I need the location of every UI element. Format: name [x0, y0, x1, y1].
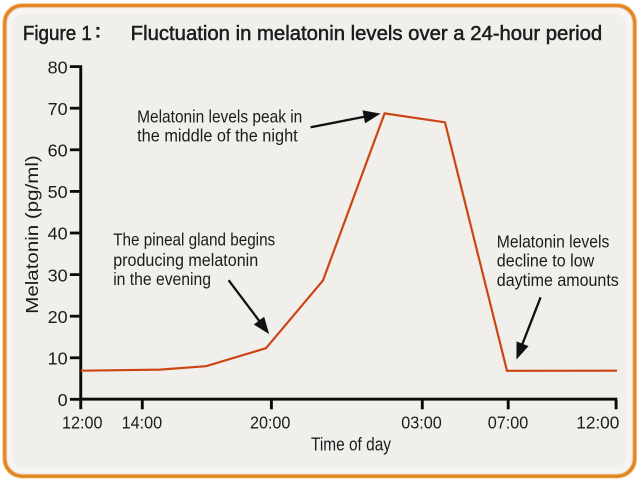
- svg-text:14:00: 14:00: [122, 412, 163, 432]
- svg-text:80: 80: [48, 57, 68, 77]
- svg-text:10: 10: [48, 349, 68, 369]
- svg-text:70: 70: [48, 99, 68, 119]
- svg-text:The pineal gland begins: The pineal gland begins: [113, 231, 275, 250]
- svg-text:Melatonin levels: Melatonin levels: [497, 232, 610, 251]
- svg-text:in the evening: in the evening: [113, 270, 211, 289]
- svg-text:03:00: 03:00: [401, 412, 442, 432]
- svg-text:Melatonin (pg/ml): Melatonin (pg/ml): [22, 155, 42, 314]
- svg-text:the middle of the night: the middle of the night: [137, 126, 298, 145]
- svg-text:Time of day: Time of day: [311, 434, 391, 454]
- svg-text:20: 20: [48, 307, 68, 327]
- svg-text:60: 60: [48, 141, 68, 161]
- svg-text:30: 30: [48, 265, 68, 285]
- svg-text:20:00: 20:00: [250, 412, 291, 432]
- svg-text:07:00: 07:00: [488, 412, 529, 432]
- svg-text:Fluctuation in melatonin level: Fluctuation in melatonin levels over a 2…: [131, 23, 602, 45]
- svg-text:12:00: 12:00: [576, 412, 619, 432]
- svg-text:Melatonin levels peak in: Melatonin levels peak in: [137, 107, 302, 126]
- svg-text:Figure 1: Figure 1: [23, 23, 92, 45]
- svg-text:decline to low: decline to low: [497, 252, 595, 271]
- svg-text:12:00: 12:00: [62, 412, 103, 432]
- svg-text:producing melatonin: producing melatonin: [113, 251, 258, 270]
- svg-text:0: 0: [58, 390, 68, 410]
- svg-text:50: 50: [48, 182, 68, 202]
- svg-text:40: 40: [48, 224, 68, 244]
- svg-text:daytime amounts: daytime amounts: [497, 271, 619, 290]
